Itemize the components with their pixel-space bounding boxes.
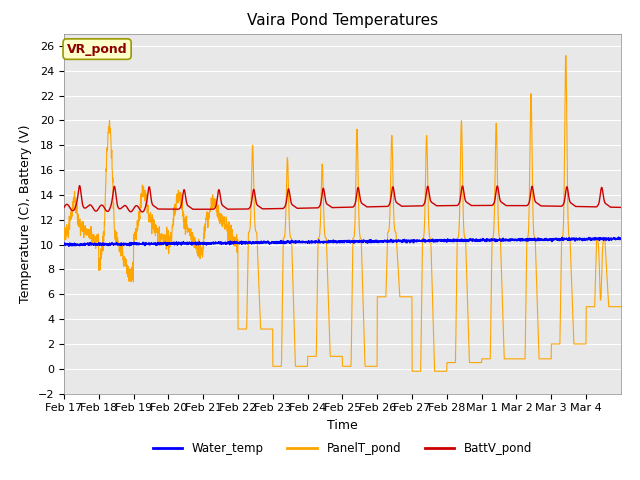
X-axis label: Time: Time (327, 419, 358, 432)
Y-axis label: Temperature (C), Battery (V): Temperature (C), Battery (V) (19, 124, 32, 303)
Legend: Water_temp, PanelT_pond, BattV_pond: Water_temp, PanelT_pond, BattV_pond (148, 437, 537, 460)
Title: Vaira Pond Temperatures: Vaira Pond Temperatures (247, 13, 438, 28)
Text: VR_pond: VR_pond (67, 43, 127, 56)
